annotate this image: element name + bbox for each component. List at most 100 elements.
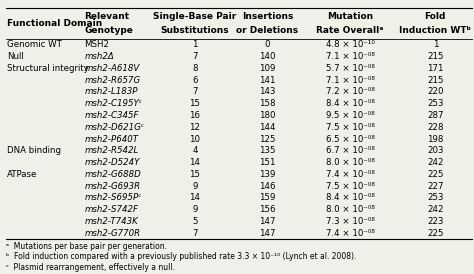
Text: msh2-A618V: msh2-A618V bbox=[84, 64, 139, 73]
Text: 16: 16 bbox=[189, 111, 201, 120]
Text: ᶜ  Plasmid rearrangement, effectively a null.: ᶜ Plasmid rearrangement, effectively a n… bbox=[6, 263, 175, 272]
Text: 287: 287 bbox=[427, 111, 444, 120]
Text: 0: 0 bbox=[264, 40, 270, 49]
Text: 156: 156 bbox=[259, 205, 276, 214]
Text: MSH2: MSH2 bbox=[84, 40, 109, 49]
Text: 7.4 × 10⁻⁰⁸: 7.4 × 10⁻⁰⁸ bbox=[326, 170, 374, 179]
Text: 8.4 × 10⁻⁰⁸: 8.4 × 10⁻⁰⁸ bbox=[326, 193, 374, 202]
Text: 223: 223 bbox=[427, 217, 444, 226]
Text: 14: 14 bbox=[189, 158, 201, 167]
Text: 253: 253 bbox=[427, 99, 444, 108]
Text: 253: 253 bbox=[427, 193, 444, 202]
Text: 4.8 × 10⁻¹⁰: 4.8 × 10⁻¹⁰ bbox=[326, 40, 374, 49]
Text: 7.3 × 10⁻⁰⁸: 7.3 × 10⁻⁰⁸ bbox=[326, 217, 374, 226]
Text: 225: 225 bbox=[427, 170, 444, 179]
Text: 151: 151 bbox=[259, 158, 276, 167]
Text: 7.1 × 10⁻⁰⁸: 7.1 × 10⁻⁰⁸ bbox=[326, 76, 374, 85]
Text: msh2Δ: msh2Δ bbox=[84, 52, 114, 61]
Text: Functional Domain: Functional Domain bbox=[7, 19, 102, 28]
Text: 147: 147 bbox=[259, 229, 276, 238]
Text: 139: 139 bbox=[259, 170, 276, 179]
Text: ᵇ  Fold induction compared with a previously published rate 3.3 × 10⁻¹⁰ (Lynch e: ᵇ Fold induction compared with a previou… bbox=[6, 252, 356, 261]
Text: 7: 7 bbox=[192, 52, 198, 61]
Text: 6.7 × 10⁻⁰⁸: 6.7 × 10⁻⁰⁸ bbox=[326, 146, 374, 155]
Text: 14: 14 bbox=[189, 193, 201, 202]
Text: 220: 220 bbox=[427, 87, 444, 96]
Text: msh2-S695Pᶜ: msh2-S695Pᶜ bbox=[84, 193, 142, 202]
Text: 109: 109 bbox=[259, 64, 276, 73]
Text: 1: 1 bbox=[433, 40, 438, 49]
Text: Fold: Fold bbox=[425, 12, 446, 21]
Text: 144: 144 bbox=[259, 123, 276, 132]
Text: 8.4 × 10⁻⁰⁸: 8.4 × 10⁻⁰⁸ bbox=[326, 99, 374, 108]
Text: 146: 146 bbox=[259, 182, 276, 191]
Text: 6.5 × 10⁻⁰⁸: 6.5 × 10⁻⁰⁸ bbox=[326, 135, 374, 144]
Text: 15: 15 bbox=[189, 170, 201, 179]
Text: msh2-D524Y: msh2-D524Y bbox=[84, 158, 140, 167]
Text: 7.5 × 10⁻⁰⁸: 7.5 × 10⁻⁰⁸ bbox=[326, 182, 374, 191]
Text: 8.0 × 10⁻⁰⁸: 8.0 × 10⁻⁰⁸ bbox=[326, 205, 374, 214]
Text: 5.7 × 10⁻⁰⁸: 5.7 × 10⁻⁰⁸ bbox=[326, 64, 374, 73]
Text: 143: 143 bbox=[259, 87, 276, 96]
Text: Substitutions: Substitutions bbox=[161, 26, 229, 35]
Text: Mutation: Mutation bbox=[327, 12, 373, 21]
Text: Genomic WT: Genomic WT bbox=[7, 40, 62, 49]
Text: Structural integrity: Structural integrity bbox=[7, 64, 89, 73]
Text: 228: 228 bbox=[427, 123, 444, 132]
Text: msh2-L183P: msh2-L183P bbox=[84, 87, 138, 96]
Text: msh2-P640T: msh2-P640T bbox=[84, 135, 138, 144]
Text: 180: 180 bbox=[259, 111, 276, 120]
Text: msh2-T743K: msh2-T743K bbox=[84, 217, 138, 226]
Text: 7.1 × 10⁻⁰⁸: 7.1 × 10⁻⁰⁸ bbox=[326, 52, 374, 61]
Text: 12: 12 bbox=[189, 123, 201, 132]
Text: 7: 7 bbox=[192, 229, 198, 238]
Text: 9: 9 bbox=[192, 205, 198, 214]
Text: 242: 242 bbox=[427, 205, 444, 214]
Text: 242: 242 bbox=[427, 158, 444, 167]
Text: 171: 171 bbox=[427, 64, 444, 73]
Text: Null: Null bbox=[7, 52, 23, 61]
Text: 8.0 × 10⁻⁰⁸: 8.0 × 10⁻⁰⁸ bbox=[326, 158, 374, 167]
Text: 203: 203 bbox=[427, 146, 444, 155]
Text: msh2-C195Yᶜ: msh2-C195Yᶜ bbox=[84, 99, 142, 108]
Text: 135: 135 bbox=[259, 146, 276, 155]
Text: 227: 227 bbox=[427, 182, 444, 191]
Text: DNA binding: DNA binding bbox=[7, 146, 61, 155]
Text: msh2-R542L: msh2-R542L bbox=[84, 146, 138, 155]
Text: ᵃ  Mutations per base pair per generation.: ᵃ Mutations per base pair per generation… bbox=[6, 242, 167, 250]
Text: ATPase: ATPase bbox=[7, 170, 37, 179]
Text: 141: 141 bbox=[259, 76, 276, 85]
Text: msh2-G693R: msh2-G693R bbox=[84, 182, 140, 191]
Text: msh2-G688D: msh2-G688D bbox=[84, 170, 141, 179]
Text: Relevant: Relevant bbox=[84, 12, 129, 21]
Text: 158: 158 bbox=[259, 99, 276, 108]
Text: 198: 198 bbox=[427, 135, 444, 144]
Text: 9: 9 bbox=[192, 182, 198, 191]
Text: Genotype: Genotype bbox=[84, 26, 133, 35]
Text: msh2-G770R: msh2-G770R bbox=[84, 229, 140, 238]
Text: 15: 15 bbox=[189, 99, 201, 108]
Text: Single-Base Pair: Single-Base Pair bbox=[153, 12, 237, 21]
Text: 7.5 × 10⁻⁰⁸: 7.5 × 10⁻⁰⁸ bbox=[326, 123, 374, 132]
Text: 10: 10 bbox=[189, 135, 201, 144]
Text: 9.5 × 10⁻⁰⁸: 9.5 × 10⁻⁰⁸ bbox=[326, 111, 374, 120]
Text: Insertions: Insertions bbox=[242, 12, 293, 21]
Text: 147: 147 bbox=[259, 217, 276, 226]
Text: 7.2 × 10⁻⁰⁸: 7.2 × 10⁻⁰⁸ bbox=[326, 87, 374, 96]
Text: 225: 225 bbox=[427, 229, 444, 238]
Text: 7: 7 bbox=[192, 87, 198, 96]
Text: msh2-D621Gᶜ: msh2-D621Gᶜ bbox=[84, 123, 144, 132]
Text: 215: 215 bbox=[427, 52, 444, 61]
Text: msh2-C345F: msh2-C345F bbox=[84, 111, 139, 120]
Text: 7.4 × 10⁻⁰⁸: 7.4 × 10⁻⁰⁸ bbox=[326, 229, 374, 238]
Text: Induction WTᵇ: Induction WTᵇ bbox=[400, 26, 471, 35]
Text: msh2-R657G: msh2-R657G bbox=[84, 76, 140, 85]
Text: 215: 215 bbox=[427, 76, 444, 85]
Text: 140: 140 bbox=[259, 52, 276, 61]
Text: 125: 125 bbox=[259, 135, 276, 144]
Text: msh2-S742F: msh2-S742F bbox=[84, 205, 138, 214]
Text: 6: 6 bbox=[192, 76, 198, 85]
Text: Rate Overallᵃ: Rate Overallᵃ bbox=[317, 26, 384, 35]
Text: 159: 159 bbox=[259, 193, 276, 202]
Text: 5: 5 bbox=[192, 217, 198, 226]
